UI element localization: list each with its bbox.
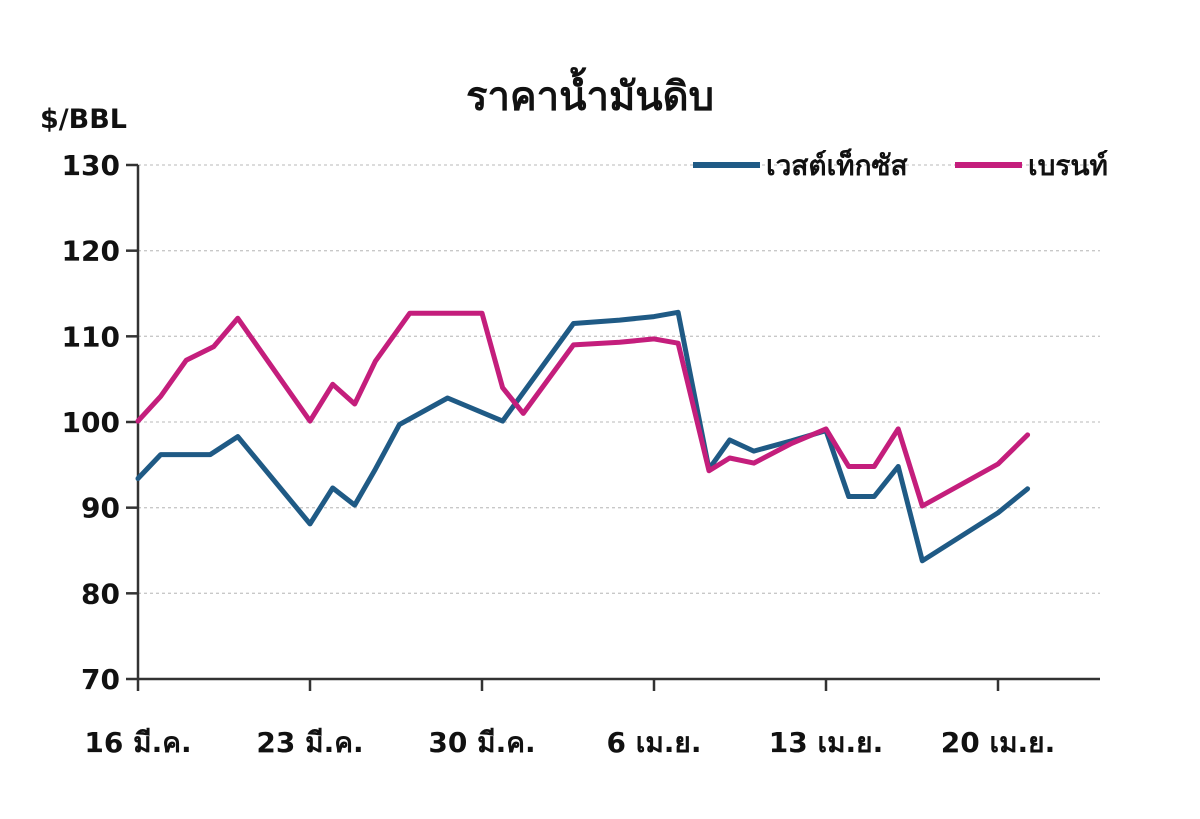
y-tick-label-110: 110 [62, 320, 120, 353]
gridlines [138, 164, 1100, 594]
series-line-1 [135, 310, 1031, 509]
series-lines [135, 309, 1031, 564]
legend: เวสต์เท็กซัส เบรนท์ [693, 148, 1108, 182]
y-tick-labels: 70 80 90 100 110 120 130 [62, 149, 120, 696]
legend-label-1: เบรนท์ [1028, 149, 1108, 182]
y-tick-label-90: 90 [81, 492, 120, 525]
y-tick-label-130: 130 [62, 149, 120, 182]
legend-label-0: เวสต์เท็กซัส [766, 148, 909, 182]
axes [126, 163, 1100, 691]
x-tick-label-4: 13 เม.ย. [769, 726, 883, 759]
x-tick-labels: 16 มี.ค. 23 มี.ค. 30 มี.ค. 6 เม.ย. 13 เม.ย. 2… [84, 726, 1055, 759]
x-tick-label-1: 23 มี.ค. [256, 726, 363, 759]
series-line-0 [135, 309, 1031, 564]
chart-title: ราคาน้ำมันดิบ [466, 67, 714, 120]
y-tick-label-70: 70 [81, 663, 120, 696]
x-tick-label-3: 6 เม.ย. [607, 726, 702, 759]
y-tick-label-120: 120 [62, 235, 120, 268]
x-tick-label-5: 20 เม.ย. [941, 726, 1055, 759]
y-axis-unit-label: $/BBL [40, 104, 127, 135]
x-tick-label-0: 16 มี.ค. [84, 726, 191, 759]
y-tick-label-100: 100 [62, 406, 120, 439]
x-tick-label-2: 30 มี.ค. [428, 726, 535, 759]
y-tick-label-80: 80 [81, 577, 120, 610]
